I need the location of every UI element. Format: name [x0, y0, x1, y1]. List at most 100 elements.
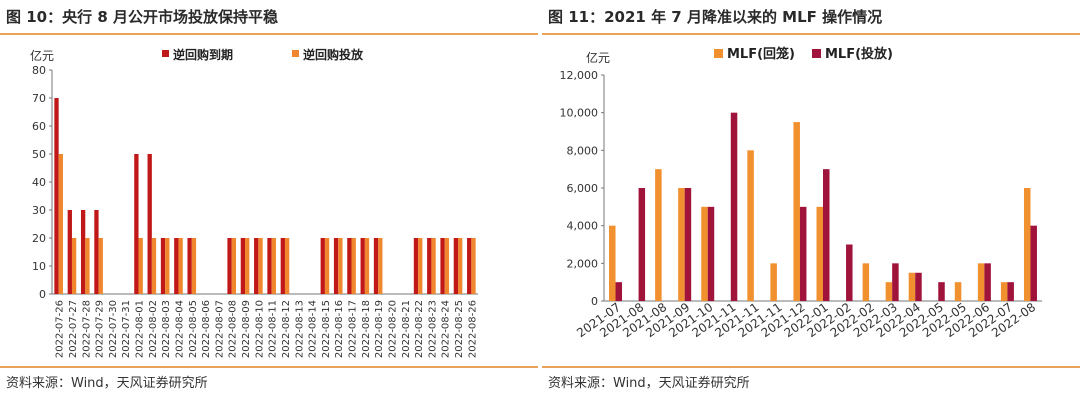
bar-series2: [271, 238, 276, 294]
bar-series1: [1000, 282, 1008, 301]
bar-series1: [793, 122, 800, 301]
x-tick-label: 2022-08-26: [467, 300, 478, 358]
x-tick-label: 2022-08-21: [401, 300, 412, 358]
x-tick-label: 2022-08-15: [321, 300, 332, 358]
x-tick-label: 2022-08-10: [254, 300, 265, 358]
bar-series1: [453, 238, 459, 294]
legend-swatch: [812, 49, 821, 58]
bar-series2: [338, 238, 343, 294]
y-tick-label: 10,000: [560, 107, 599, 120]
bar-series2: [351, 238, 356, 294]
bar-series1: [347, 238, 352, 294]
bar-series1: [862, 263, 870, 301]
bar-series1: [954, 282, 962, 301]
left-title-rule: [0, 33, 538, 35]
bar-series2: [284, 238, 290, 294]
x-tick-label: 2022-08-14: [308, 300, 319, 358]
bar-series2: [799, 206, 807, 301]
y-tick-label: 30: [32, 204, 46, 217]
x-tick-label: 2022-07-29: [95, 300, 106, 358]
bar-series2: [984, 263, 991, 301]
legend-swatch: [292, 50, 299, 57]
bar-series1: [655, 169, 662, 301]
legend-label: 逆回购到期: [173, 47, 233, 62]
x-tick-label: 2022-08-09: [241, 300, 252, 358]
bar-series2: [178, 238, 183, 294]
bar-series1: [67, 210, 72, 294]
y-tick-label: 12,000: [560, 69, 599, 82]
right-chart-panel: 图 11：2021 年 7 月降准以来的 MLF 操作情况 亿元 0 2,000 4,…: [542, 0, 1080, 402]
y-tick-label: 2,000: [567, 257, 599, 270]
bar-series1: [134, 154, 139, 294]
bar-series2: [138, 238, 143, 294]
legend-label: MLF(投放): [825, 46, 893, 62]
bar-series2: [418, 238, 423, 294]
bar-series1: [360, 238, 365, 294]
left-chart-source: 资料来源：Wind，天风证券研究所: [6, 376, 208, 391]
bar-series1: [885, 282, 893, 301]
x-tick-label: 2022-08-11: [268, 300, 279, 358]
bar-series1: [80, 210, 86, 294]
bar-series2: [85, 238, 90, 294]
legend-swatch: [162, 50, 169, 57]
x-tick-label: 2022-07-26: [55, 300, 66, 358]
bar-series2: [364, 238, 370, 294]
bar-series1: [609, 225, 616, 301]
bar-series2: [684, 188, 692, 301]
bar-series1: [467, 238, 472, 294]
y-tick-label: 40: [32, 176, 46, 189]
right-chart-svg: 亿元02,0004,0006,0008,00010,00012,0002021-…: [560, 46, 1042, 340]
y-tick-label: 10: [32, 260, 46, 273]
bar-series1: [320, 238, 325, 294]
right-chart-source: 资料来源：Wind，天风证券研究所: [548, 376, 750, 391]
bar-series2: [245, 238, 250, 294]
bar-series1: [413, 238, 419, 294]
x-tick-label: 2022-08-04: [174, 300, 185, 358]
right-chart-title: 图 11：2021 年 7 月降准以来的 MLF 操作情况: [548, 8, 883, 26]
y-tick-label: 0: [39, 288, 46, 301]
x-tick-label: 2022-08-07: [214, 300, 225, 358]
bar-series1: [770, 263, 777, 301]
bar-series1: [174, 238, 179, 294]
bar-series1: [160, 238, 166, 294]
bar-series2: [938, 282, 945, 301]
x-tick-label: 2022-07-31: [121, 300, 132, 358]
left-source-rule: [0, 366, 538, 368]
y-unit-label: 亿元: [586, 50, 610, 65]
bar-series1: [227, 238, 232, 294]
bar-series2: [378, 238, 383, 294]
x-tick-label: 2022-08-18: [361, 300, 372, 358]
bar-series1: [94, 210, 99, 294]
y-tick-label: 6,000: [567, 182, 599, 195]
bar-series1: [373, 238, 379, 294]
right-source-rule: [542, 366, 1080, 368]
x-tick-label: 2022-08-05: [188, 300, 199, 358]
bar-series2: [71, 238, 77, 294]
y-tick-label: 0: [591, 295, 598, 308]
bar-series1: [977, 263, 985, 301]
bar-series2: [258, 238, 263, 294]
x-tick-label: 2022-08-22: [414, 300, 425, 358]
x-tick-label: 2022-08-02: [148, 300, 159, 358]
x-tick-label: 2022-08-01: [135, 300, 146, 358]
bar-series1: [254, 238, 259, 294]
bar-series1: [908, 272, 916, 301]
x-tick-label: 2022-08-17: [348, 300, 359, 358]
bar-series2: [324, 238, 330, 294]
bar-series2: [823, 169, 830, 301]
y-tick-label: 60: [32, 120, 46, 133]
bar-series2: [892, 263, 899, 301]
x-tick-label: 2022-08-13: [294, 300, 305, 358]
bar-series1: [187, 238, 192, 294]
bar-series1: [333, 238, 339, 294]
x-tick-label: 2022-08-23: [427, 300, 438, 358]
bar-series2: [730, 112, 738, 302]
bar-series2: [231, 238, 237, 294]
left-chart-title: 图 10：央行 8 月公开市场投放保持平稳: [6, 8, 278, 26]
right-title-rule: [542, 33, 1080, 35]
bar-series1: [747, 150, 754, 301]
bar-series2: [1030, 225, 1037, 301]
legend-label: MLF(回笼): [727, 46, 795, 62]
x-tick-label: 2022-08-03: [161, 300, 172, 358]
